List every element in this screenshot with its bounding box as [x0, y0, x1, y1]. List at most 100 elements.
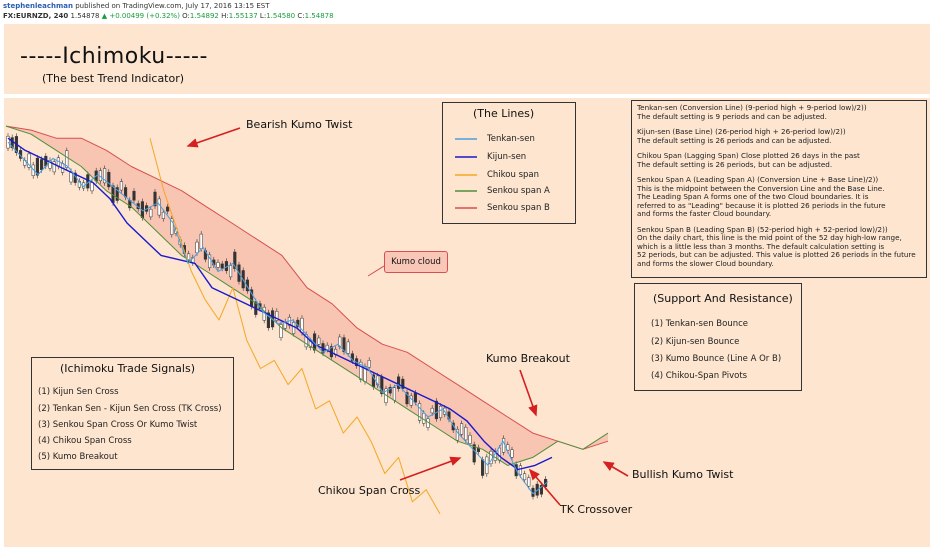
candle-body: [422, 412, 426, 424]
kumo-callout-pointer: [367, 265, 385, 277]
author-link[interactable]: stephenleachman: [3, 2, 73, 10]
candle-body: [279, 324, 283, 338]
signal-item-3: (3) Senkou Span Cross Or Kumo Twist: [38, 420, 198, 430]
trade-signals-box: (Ichimoku Trade Signals) (1) Kijun Sen C…: [31, 357, 234, 470]
candle-body: [40, 159, 44, 170]
bullish-twist-arrow: [602, 461, 629, 477]
senkou-span-b-line: [5, 125, 609, 450]
candle-body: [346, 341, 350, 354]
candle-body: [27, 153, 31, 168]
candle-body: [325, 344, 329, 350]
candle-body: [430, 407, 434, 414]
candle-body: [489, 450, 493, 465]
signal-item-1: (1) Kijun Sen Cross: [38, 387, 119, 397]
candle-body: [132, 190, 136, 201]
kijun-sen-line: [7, 137, 553, 471]
candle-body: [35, 157, 39, 176]
published-text: published on TradingView.com, July 17, 2…: [75, 2, 270, 10]
candle-body: [342, 337, 346, 353]
publish-line: stephenleachman published on TradingView…: [3, 2, 269, 10]
support-resistance-title: (Support And Resistance): [653, 292, 793, 305]
candle-body: [455, 429, 459, 441]
candle-body: [401, 378, 405, 389]
legend-swatches: [455, 138, 477, 209]
legend-item-senkou-a: Senkou span A: [487, 186, 550, 196]
candle-body: [115, 187, 119, 201]
candle-body: [413, 392, 417, 403]
definition-chikou: Chikou Span (Lagging Span) Close plotted…: [637, 151, 860, 169]
signal-item-5: (5) Kumo Breakout: [38, 452, 118, 462]
legend-item-chikou: Chikou span: [487, 170, 540, 180]
legend-item-kijun: Kijun-sen: [487, 152, 527, 162]
chart-header: stephenleachman published on TradingView…: [0, 0, 932, 24]
page-title: -----Ichimoku-----: [20, 44, 208, 69]
chikou-cross-arrow: [399, 456, 462, 481]
candle-body: [367, 360, 371, 368]
candle-body: [199, 233, 203, 249]
candle-body: [48, 160, 52, 169]
support-item-2: (2) Kijun-sen Bounce: [651, 337, 740, 347]
bearish-twist-arrow: [186, 127, 241, 148]
lines-legend-box: (The Lines) Tenkan-sen Kijun-sen Chikou …: [442, 102, 576, 224]
candle-body: [397, 376, 401, 389]
candle-body: [208, 254, 212, 269]
candle-body: [392, 387, 396, 401]
bearish-kumo-twist-label: Bearish Kumo Twist: [246, 118, 353, 131]
candle-body: [451, 422, 455, 431]
o-value: 1.54892: [189, 12, 219, 20]
kumo-cloud-callout: Kumo cloud: [384, 251, 448, 273]
candle-body: [388, 387, 392, 394]
support-resistance-box: (Support And Resistance) (1) Tenkan-sen …: [634, 283, 802, 391]
support-item-4: (4) Chikou-Span Pivots: [651, 371, 748, 381]
candle-body: [472, 444, 476, 463]
support-item-3: (3) Kumo Bounce (Line A Or B): [651, 354, 782, 364]
candle-body: [90, 182, 94, 192]
candle-body: [161, 211, 165, 219]
legend-item-senkou-b: Senkou span B: [487, 203, 550, 213]
tk-crossover-arrow: [528, 468, 561, 506]
candle-body: [439, 405, 443, 419]
candle-body: [506, 444, 510, 451]
candle-body: [65, 150, 69, 168]
definition-senkou-b: Senkou Span B (Leading Span B) (52-perio…: [637, 224, 916, 268]
candle-body: [405, 392, 409, 405]
l-value: 1.54580: [266, 12, 296, 20]
h-value: 1.55137: [228, 12, 258, 20]
senkou-span-a-line: [5, 125, 609, 466]
symbol-label: FX:EURNZD, 240: [3, 12, 69, 20]
candle-body: [527, 477, 531, 487]
c-label: C:: [297, 12, 305, 20]
candle-body: [266, 312, 270, 329]
l-label: L:: [259, 12, 267, 20]
definition-senkou-a: Senkou Span A (Leading Span A) (Conversi…: [637, 175, 886, 218]
candle-body: [69, 171, 73, 183]
candle-body: [149, 208, 153, 218]
candle-body: [460, 423, 464, 435]
candle-body: [510, 449, 514, 458]
chikou-span-cross-label: Chikou Span Cross: [318, 484, 421, 497]
kumo-breakout-arrow: [519, 369, 538, 417]
candle-body: [518, 465, 522, 475]
c-value: 1.54878: [304, 12, 334, 20]
candle-body: [418, 403, 422, 421]
lines-legend-title: (The Lines): [473, 107, 535, 120]
definition-tenkan: Tenkan-sen (Conversion Line) (9-period h…: [637, 103, 867, 121]
candle-body: [153, 191, 157, 207]
trade-signals-title: (Ichimoku Trade Signals): [60, 362, 195, 375]
title-band: [4, 24, 930, 94]
candle-body: [539, 484, 543, 495]
tenkan-sen-line: [7, 141, 549, 495]
h-label: H:: [221, 12, 229, 20]
definitions-box: Tenkan-sen (Conversion Line) (9-period h…: [631, 100, 927, 278]
candle-body: [523, 473, 527, 481]
candle-body: [103, 168, 107, 184]
kumo-breakout-label: Kumo Breakout: [486, 352, 570, 365]
candle-body: [292, 322, 296, 334]
candle-body: [317, 337, 321, 345]
candle-body: [6, 135, 10, 149]
candle-body: [464, 426, 468, 441]
price-value: 1.54878: [70, 12, 100, 20]
page-subtitle: (The best Trend Indicator): [42, 72, 185, 85]
definition-kijun: Kijun-sen (Base Line) (26-period high + …: [637, 127, 846, 145]
